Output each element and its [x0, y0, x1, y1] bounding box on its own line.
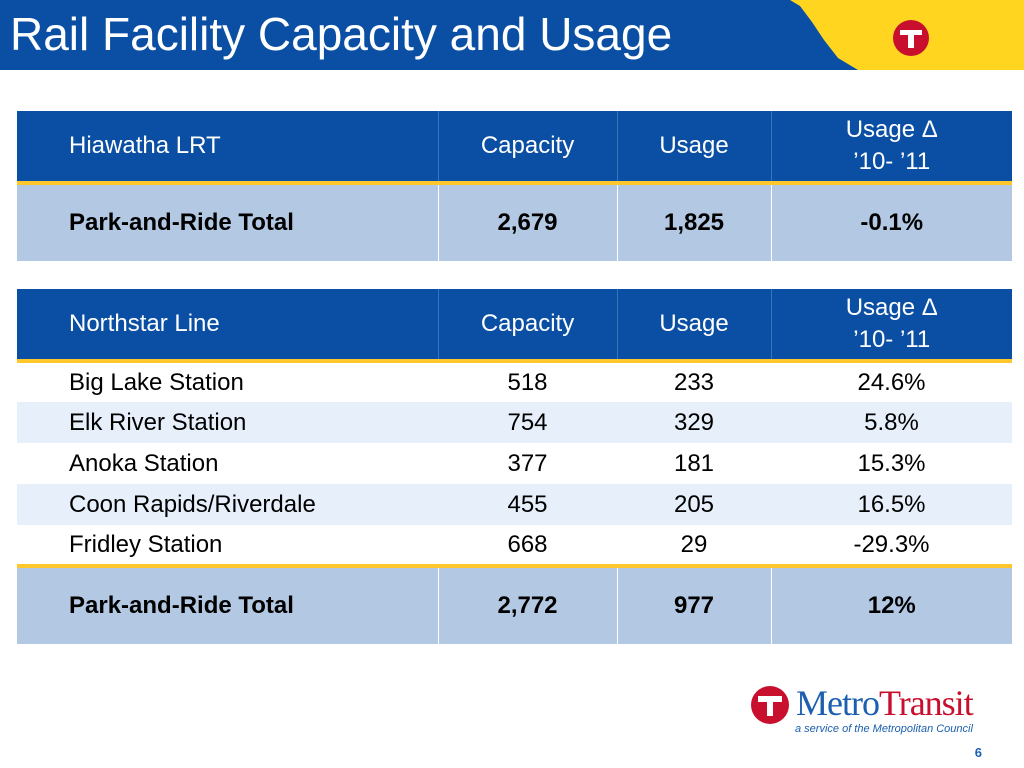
table-row: Anoka Station 377 181 15.3% [17, 443, 1012, 484]
header-usage-change-line1: Usage Δ [845, 294, 938, 321]
total-change: 12% [770, 564, 1012, 644]
table-row: Coon Rapids/Riverdale 455 205 16.5% [17, 484, 1012, 525]
total-capacity: 2,679 [437, 183, 617, 261]
station-capacity: 377 [438, 443, 617, 484]
title-banner: Rail Facility Capacity and Usage [0, 0, 1024, 70]
header-usage-change-line1: Usage Δ [845, 116, 938, 143]
total-change: -0.1% [770, 183, 1012, 261]
station-name: Big Lake Station [17, 361, 438, 402]
total-usage: 977 [616, 564, 771, 644]
metro-transit-t-icon [893, 20, 929, 56]
total-row: Park-and-Ride Total 2,679 1,825 -0.1% [17, 183, 1012, 261]
header-usage-change-line2: ’10- ’11 [853, 326, 931, 353]
header-line-name: Northstar Line [17, 289, 438, 363]
station-name: Fridley Station [17, 525, 438, 566]
station-name: Elk River Station [17, 402, 438, 443]
header-capacity: Capacity [437, 111, 617, 185]
station-capacity: 455 [438, 484, 617, 525]
table-row: Big Lake Station 518 233 24.6% [17, 361, 1012, 402]
total-label: Park-and-Ride Total [17, 564, 438, 644]
station-name: Coon Rapids/Riverdale [17, 484, 438, 525]
station-usage: 29 [617, 525, 771, 566]
station-change: 16.5% [771, 484, 1012, 525]
page-title: Rail Facility Capacity and Usage [10, 8, 673, 60]
table-row: Fridley Station 668 29 -29.3% [17, 525, 1012, 566]
station-change: 5.8% [771, 402, 1012, 443]
station-change: 15.3% [771, 443, 1012, 484]
header-usage-change: Usage Δ ’10- ’11 [770, 289, 1012, 363]
total-label: Park-and-Ride Total [17, 183, 438, 261]
station-name: Anoka Station [17, 443, 438, 484]
station-usage: 205 [617, 484, 771, 525]
station-usage: 233 [617, 361, 771, 402]
station-capacity: 668 [438, 525, 617, 566]
header-line-name: Hiawatha LRT [17, 111, 438, 185]
logo-wordmark: MetroTransit [796, 683, 974, 723]
table-header-row: Northstar Line Capacity Usage Usage Δ ’10… [17, 289, 1012, 363]
station-usage: 181 [617, 443, 771, 484]
logo-transit-text: Transit [878, 683, 974, 723]
northstar-table: Northstar Line Capacity Usage Usage Δ ’10… [17, 289, 1012, 644]
station-capacity: 518 [438, 361, 617, 402]
hiawatha-table: Hiawatha LRT Capacity Usage Usage Δ ’10- … [17, 111, 1012, 261]
table-header-row: Hiawatha LRT Capacity Usage Usage Δ ’10- … [17, 111, 1012, 185]
logo-tagline: a service of the Metropolitan Council [795, 723, 973, 735]
table-row: Elk River Station 754 329 5.8% [17, 402, 1012, 443]
total-row: Park-and-Ride Total 2,772 977 12% [17, 564, 1012, 644]
header-usage: Usage [616, 111, 771, 185]
header-capacity: Capacity [437, 289, 617, 363]
metro-transit-t-icon [751, 686, 789, 724]
page-number: 6 [974, 745, 982, 760]
total-usage: 1,825 [616, 183, 771, 261]
station-capacity: 754 [438, 402, 617, 443]
header-usage-change: Usage Δ ’10- ’11 [770, 111, 1012, 185]
station-usage: 329 [617, 402, 771, 443]
logo-metro-text: Metro [796, 683, 880, 723]
station-change: 24.6% [771, 361, 1012, 402]
header-usage-change-line2: ’10- ’11 [853, 148, 931, 175]
banner-blue-band [0, 0, 858, 70]
total-capacity: 2,772 [437, 564, 617, 644]
station-change: -29.3% [771, 525, 1012, 566]
header-usage: Usage [616, 289, 771, 363]
